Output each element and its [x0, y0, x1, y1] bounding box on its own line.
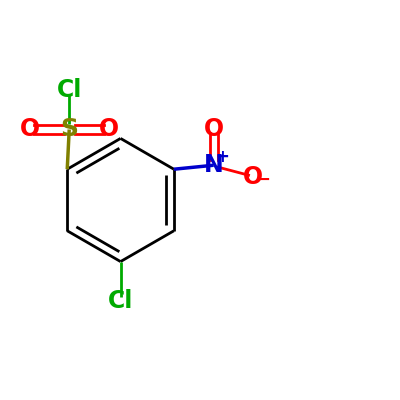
Text: N: N	[204, 153, 224, 177]
Text: O: O	[99, 118, 119, 142]
Text: Cl: Cl	[108, 289, 133, 313]
Text: O: O	[243, 165, 263, 189]
Text: −: −	[255, 171, 270, 189]
Text: S: S	[60, 118, 78, 142]
Text: Cl: Cl	[56, 78, 82, 102]
Text: O: O	[20, 118, 40, 142]
Text: O: O	[204, 118, 224, 142]
Text: +: +	[215, 148, 229, 166]
